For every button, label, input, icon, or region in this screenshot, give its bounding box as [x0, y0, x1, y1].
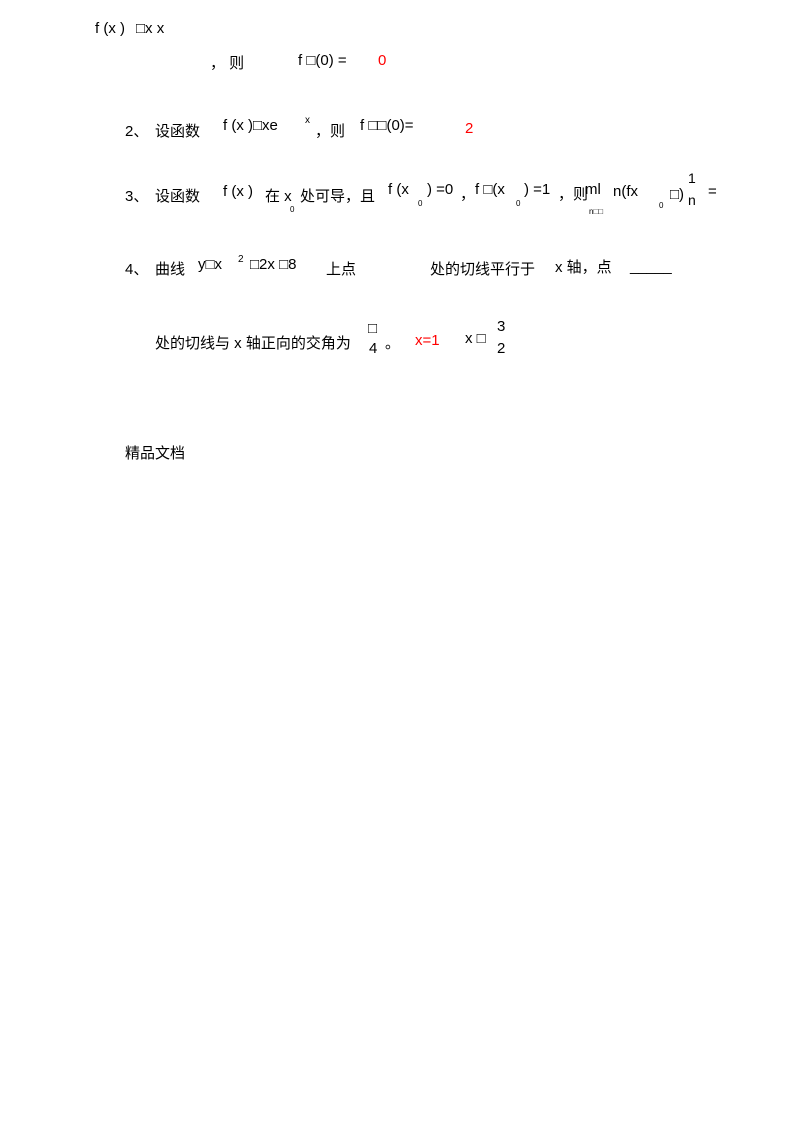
q3-sub0-1: 0 — [290, 205, 294, 214]
q2-prefix: 设函数 — [155, 120, 200, 141]
footer-text: 精品文档 — [125, 442, 185, 463]
q3-nfx: n(fx — [613, 183, 638, 200]
q4-ans-x1: x=1 — [415, 332, 440, 349]
q4-number: 4、 — [125, 258, 148, 279]
q3-frac-bottom: n — [688, 192, 696, 208]
q3-at: 在 x — [265, 185, 292, 206]
q4-pi: □ — [368, 320, 377, 337]
q3-frac-top: 1 — [688, 170, 696, 186]
q3-sub0-4: 0 — [659, 201, 663, 210]
q3-eq: = — [708, 183, 717, 200]
q2-answer: 2 — [465, 120, 473, 137]
q2-number: 2、 — [125, 120, 148, 141]
q4-two: 2 — [497, 340, 505, 357]
q2-then: ，则 — [315, 120, 345, 141]
q3-close: □) — [670, 186, 684, 203]
q1-then: ， 则 — [210, 52, 244, 73]
q3-number: 3、 — [125, 185, 148, 206]
q4-blank: _____ — [630, 258, 672, 275]
q3-lim: ml — [585, 181, 601, 198]
q3-prefix: 设函数 — [155, 185, 200, 206]
q1-deriv: f □(0) = — [298, 52, 347, 69]
q2-expr: f (x )□xe — [223, 117, 278, 134]
q4-period: 。 — [385, 332, 400, 353]
q4-upon: 上点 — [326, 258, 356, 279]
q3-fpx: f □(x — [475, 181, 505, 198]
q3-eq0: ) =0 — [427, 181, 453, 198]
q1-expr-eq: □x x — [136, 20, 164, 37]
q4-tangent: 处的切线平行于 — [430, 258, 535, 279]
q3-comma: ， — [460, 183, 475, 204]
q4-mid: □2x □8 — [250, 256, 296, 273]
q3-narrow: n□□ — [589, 207, 603, 216]
q4-prefix: 曲线 — [155, 258, 185, 279]
q3-diff: 处可导，且 — [300, 185, 375, 206]
q2-deriv: f □□(0)= — [360, 117, 414, 134]
q3-eq1: ) =1 — [524, 181, 550, 198]
q4-xaxis: x 轴，点 — [555, 256, 612, 277]
q4-four: 4 — [369, 340, 377, 357]
q3-sub0-3: 0 — [516, 199, 520, 208]
q3-fx0: f (x — [388, 181, 409, 198]
q4-expr-y: y□x — [198, 256, 222, 273]
q4-sq: 2 — [238, 254, 244, 265]
q1-answer: 0 — [378, 52, 386, 69]
q3-then: ，则 — [558, 183, 588, 204]
q3-fx: f (x ) — [223, 183, 253, 200]
q1-expr-label: f (x ) — [95, 20, 125, 37]
q4-xeq: x □ — [465, 330, 486, 347]
q3-sub0-2: 0 — [418, 199, 422, 208]
q2-exp: x — [305, 115, 310, 126]
q4-line2-pre: 处的切线与 x 轴正向的交角为 — [155, 332, 351, 353]
q4-three: 3 — [497, 318, 505, 335]
